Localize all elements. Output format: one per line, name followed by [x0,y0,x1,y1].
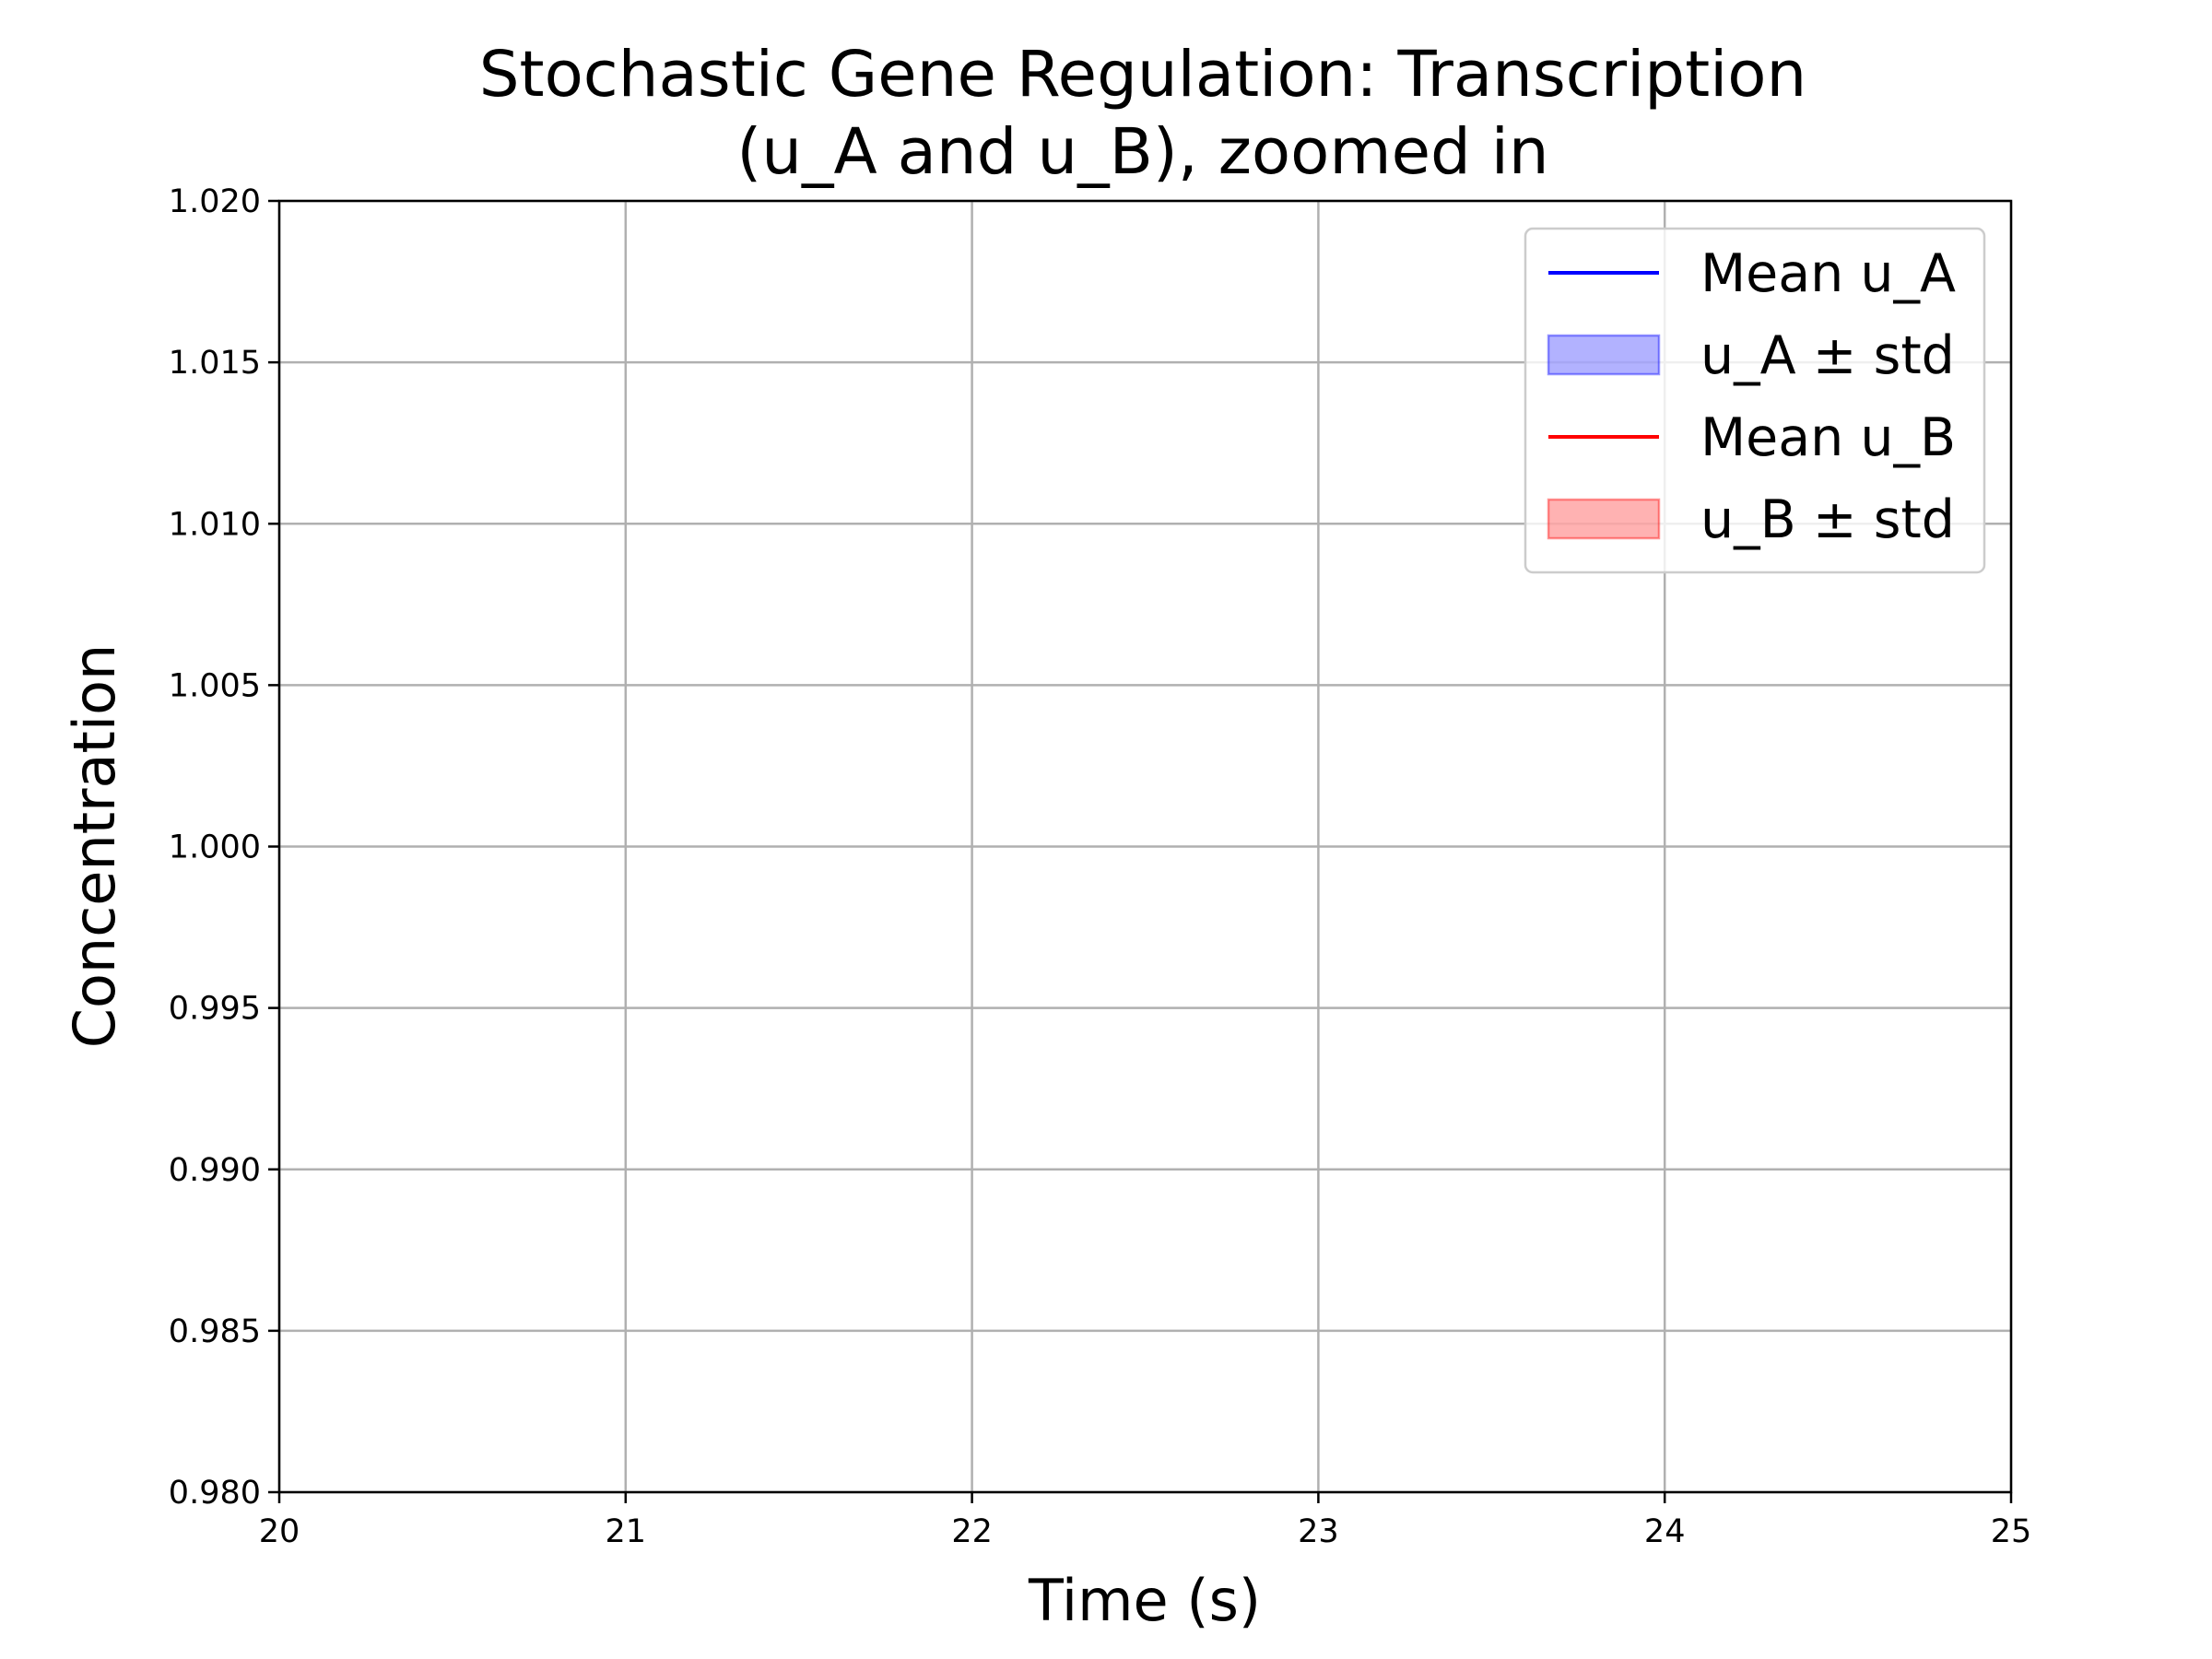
y-tick-label: 0.980 [169,1475,261,1512]
legend-label: Mean u_B [1700,407,1956,468]
legend-band-swatch [1547,498,1661,540]
x-tick-label: 20 [259,1513,300,1550]
y-tick-label: 1.015 [169,345,261,382]
x-tick-label: 21 [606,1513,647,1550]
legend-label: Mean u_A [1700,243,1956,304]
y-tick-label: 1.010 [169,506,261,543]
x-tick-label: 22 [951,1513,993,1550]
x-tick-label: 25 [1991,1513,2032,1550]
chart-title-line-1: Stochastic Gene Regulation: Transcriptio… [479,38,1807,112]
x-tick-label: 23 [1298,1513,1339,1550]
y-axis-label: Concentration [61,644,128,1049]
legend-band-swatch [1547,334,1661,376]
x-axis-ticks: 20 21 22 23 24 25 [259,1492,2032,1550]
y-tick-label: 1.020 [169,183,261,220]
x-tick-label: 24 [1644,1513,1686,1550]
x-axis-label: Time (s) [1028,1567,1261,1634]
y-tick-label: 0.985 [169,1313,261,1350]
chart-title-line-2: (u_A and u_B), zoomed in [736,115,1548,189]
legend-label: u_B ± std [1700,489,1955,550]
legend: Mean u_A u_A ± std Mean u_B u_B ± std [1524,227,1986,574]
legend-label: u_A ± std [1700,325,1955,386]
y-tick-label: 0.995 [169,991,261,1028]
y-tick-label: 0.990 [169,1152,261,1189]
y-axis-ticks: 0.980 0.985 0.990 0.995 1.000 1.005 1.010 1.015… [169,183,279,1512]
legend-box [1524,227,1986,574]
y-tick-label: 1.005 [169,667,261,704]
y-tick-label: 1.000 [169,830,261,866]
